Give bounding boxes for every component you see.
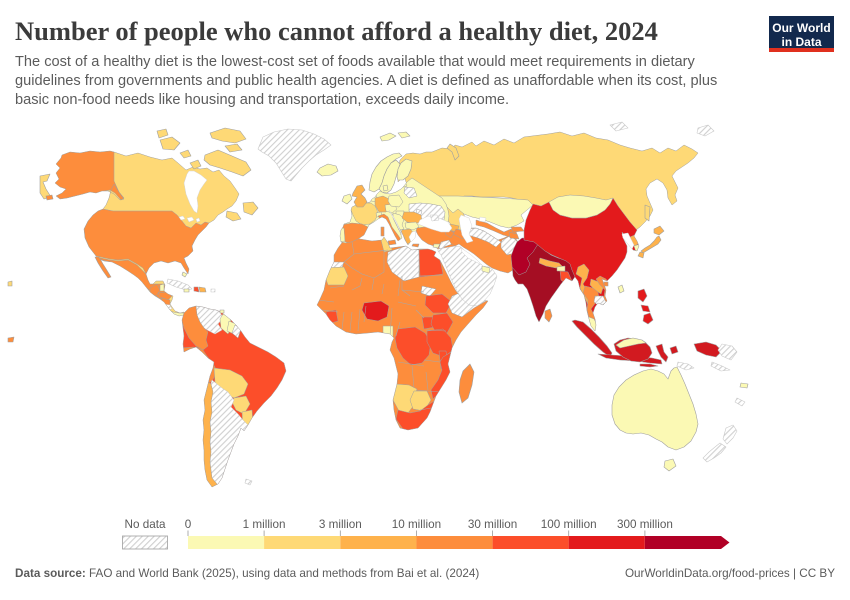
svg-text:1 million: 1 million [243,518,286,531]
svg-text:30 million: 30 million [468,518,517,531]
svg-text:300 million: 300 million [617,518,673,531]
svg-text:0: 0 [185,518,192,531]
svg-text:3 million: 3 million [319,518,362,531]
svg-text:No data: No data [125,518,166,531]
svg-text:10 million: 10 million [392,518,441,531]
svg-text:100 million: 100 million [541,518,597,531]
